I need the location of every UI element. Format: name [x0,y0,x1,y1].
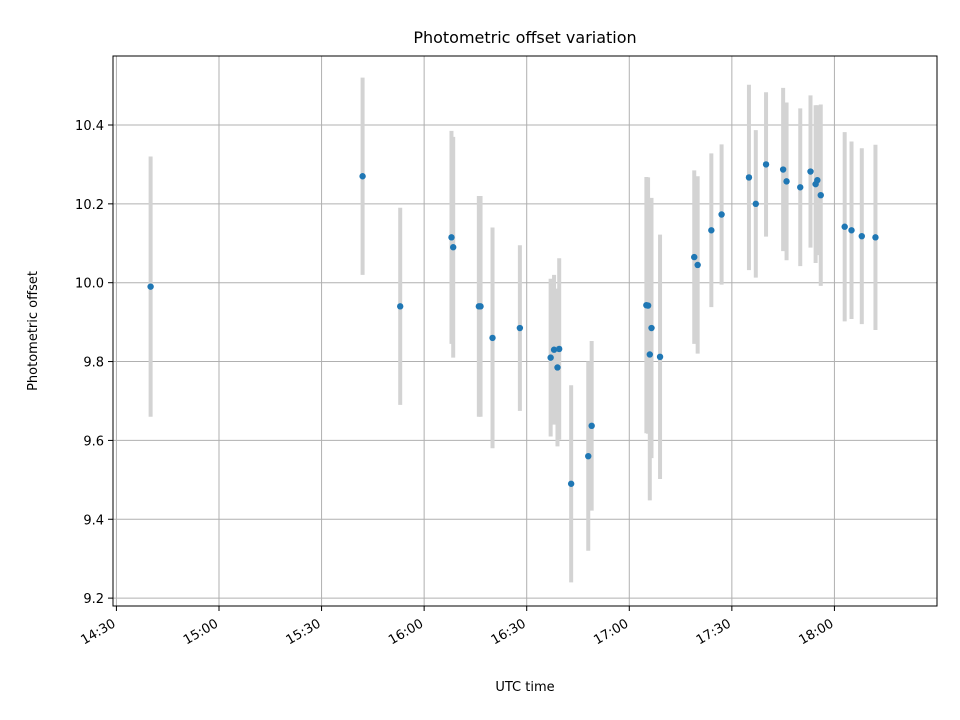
data-point [477,303,484,310]
data-point [449,244,457,251]
data-point [691,253,698,261]
y-tick-label: 9.8 [83,356,104,371]
data-point [448,234,455,241]
data-points [147,161,879,487]
data-point [694,261,701,269]
data-point [397,303,404,310]
y-tick-label: 9.6 [83,434,104,449]
y-axis-ticks: 9.2 9.4 9.6 9.8 10.0 10.2 10.4 [75,119,113,607]
data-point [588,422,595,430]
y-tick-label: 10.2 [75,198,104,213]
data-point [841,223,848,230]
data-point [550,346,558,353]
y-tick-label: 10.0 [75,277,104,292]
data-point [848,227,855,234]
data-point [489,334,496,342]
data-point [783,178,790,185]
data-point [554,364,561,371]
data-point [656,353,664,361]
data-point [547,354,554,361]
data-point [646,351,653,358]
y-axis-label: Photometric offset [26,271,41,391]
data-point [147,283,154,290]
data-point [648,324,655,332]
y-tick-label: 9.4 [83,513,104,528]
y-tick-label: 9.2 [83,592,104,607]
data-point [516,324,524,332]
data-point [807,168,814,175]
chart-title: Photometric offset variation [413,28,636,47]
data-point [752,200,759,208]
data-point [779,166,787,173]
data-point [708,227,715,234]
data-point [814,176,821,184]
data-point [858,232,865,240]
x-axis-label: UTC time [495,680,554,695]
data-point [762,161,770,168]
data-point [817,191,824,199]
data-point [872,234,879,241]
data-point [797,184,804,191]
grid [113,56,937,606]
plot-frame [112,55,938,607]
y-tick-label: 10.4 [75,119,104,134]
data-point [745,174,753,181]
data-point [555,345,563,353]
data-point [585,452,592,460]
data-point [718,211,725,218]
data-point [359,173,366,180]
data-point [644,302,652,309]
data-point [567,480,575,487]
